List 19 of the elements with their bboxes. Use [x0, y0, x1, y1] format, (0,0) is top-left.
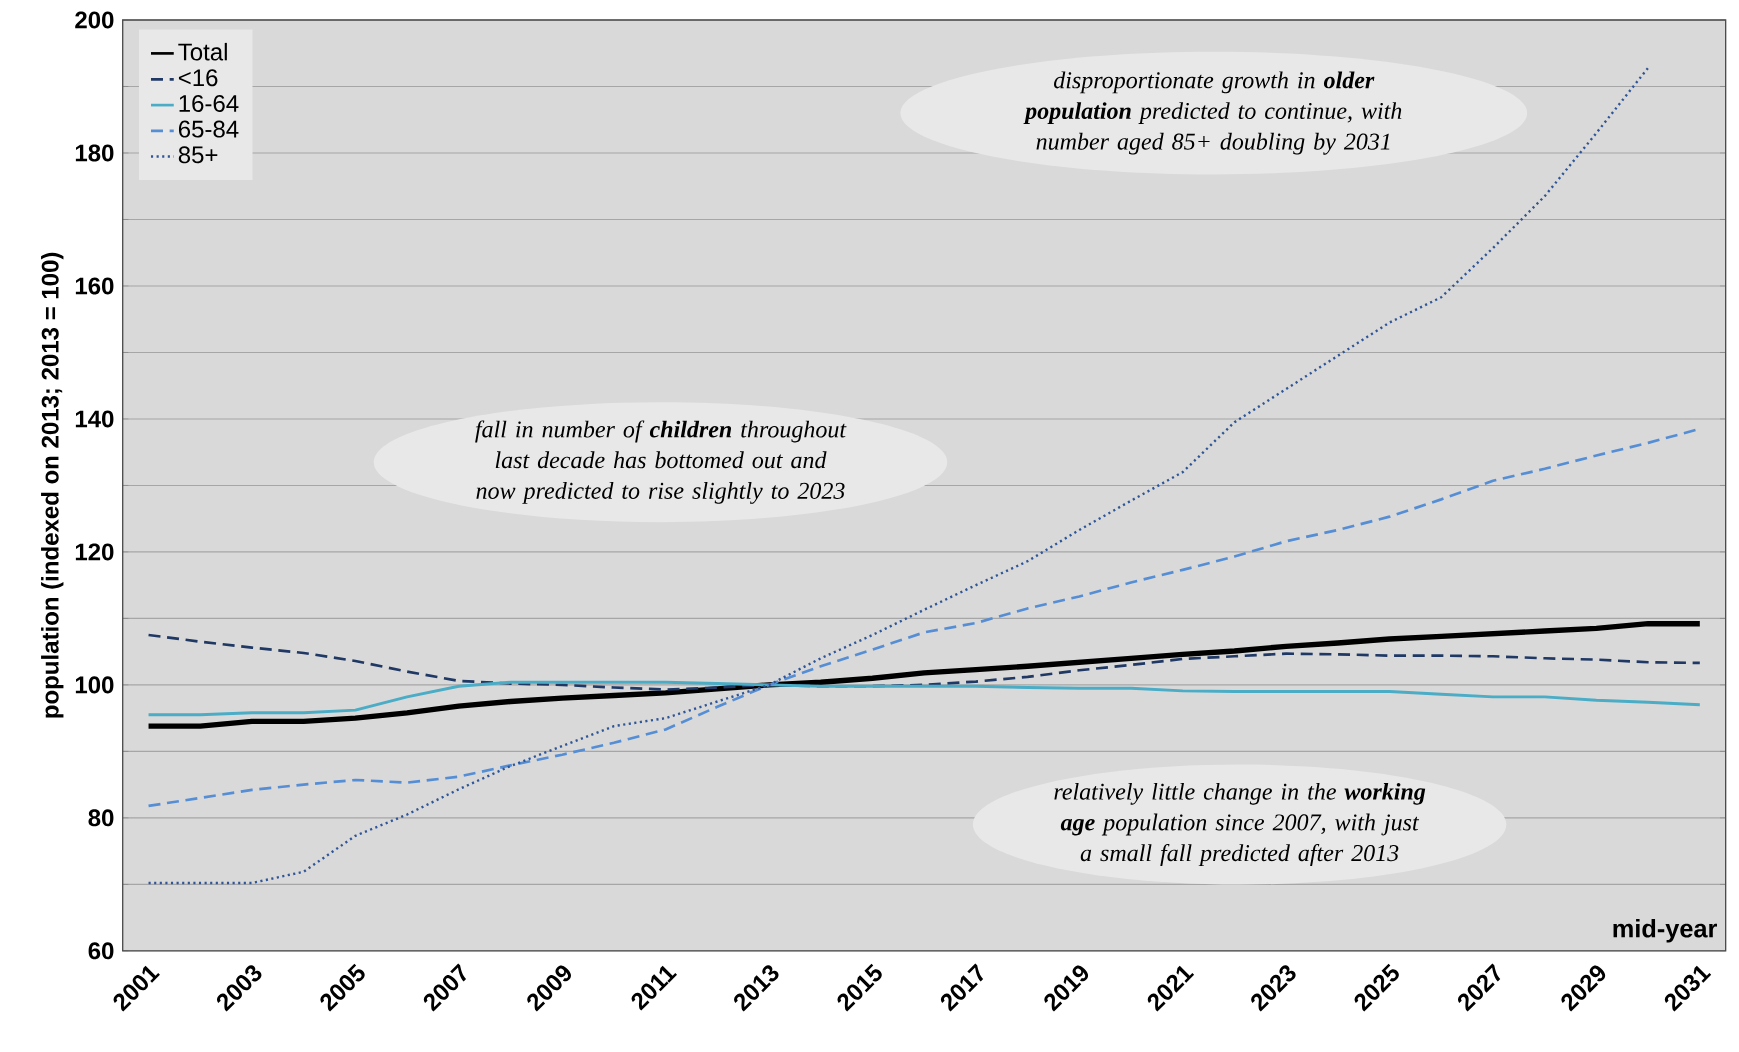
text: relatively little change in the working age population since 2007, with just a small fall predicted after 2013 — [1054, 782, 1426, 866]
y-tick-label: 120 — [75, 543, 114, 561]
y-tick-label: 160 — [75, 277, 114, 295]
y-tick-label: 100 — [75, 676, 114, 694]
y-axis-title: population (indexed on 2013; 2013 = 100) — [41, 252, 64, 718]
y-tick-label: 200 — [75, 11, 114, 29]
y-tick-label: 60 — [88, 942, 114, 960]
text: disproportionate growth in older population predicted to continue, with number aged 85+ doubling by 2031 — [1023, 71, 1402, 155]
legend-label: 16-64 — [179, 94, 239, 112]
legend-label: 85+ — [178, 146, 218, 164]
legend-label: 65-84 — [178, 120, 239, 138]
y-tick-label: 140 — [75, 410, 114, 428]
x-axis-title: mid-year — [1613, 918, 1718, 943]
y-tick-label: 180 — [75, 144, 114, 162]
y-tick-label: 80 — [88, 809, 114, 827]
legend-label: <16 — [178, 69, 218, 87]
line-series — [147, 633, 1702, 691]
annotation: fall in number of children throughout last decade has bottomed out and now predicted to rise slightly to 2023 — [475, 420, 847, 504]
legend-label: Total — [178, 42, 227, 61]
